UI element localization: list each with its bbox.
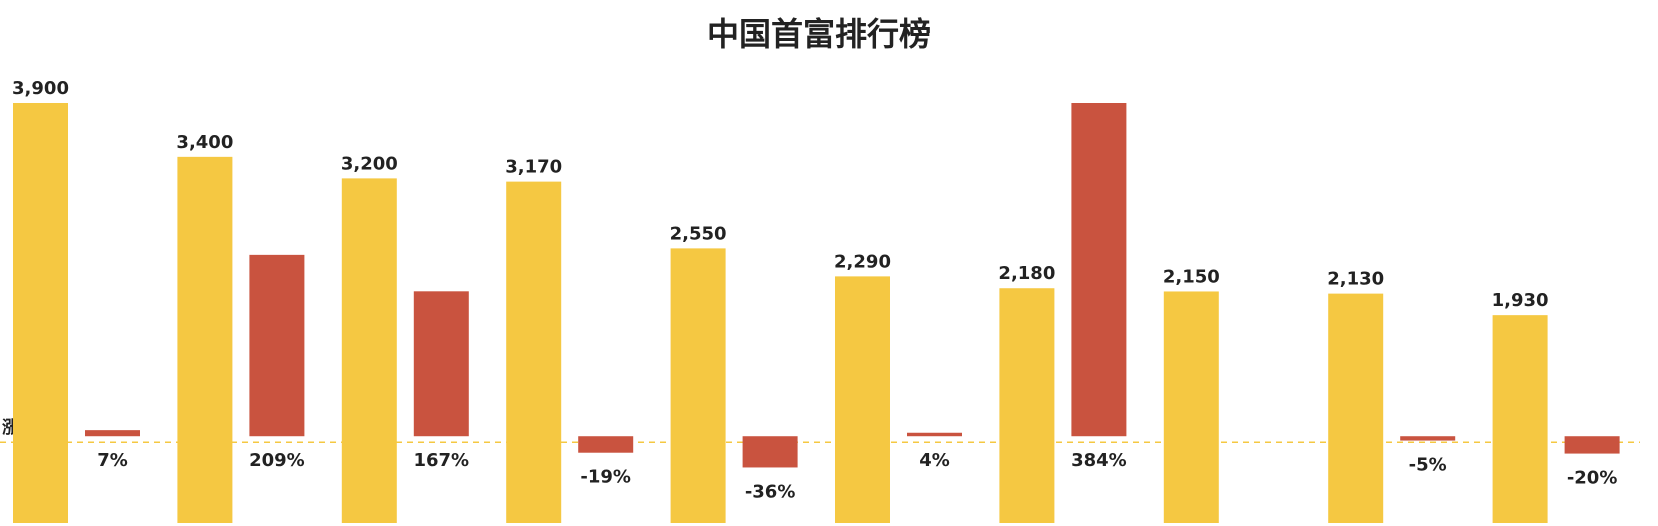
data-label: 1,930 bbox=[1492, 290, 1549, 311]
bar bbox=[578, 436, 634, 453]
data-label: -19% bbox=[580, 467, 631, 488]
bar bbox=[413, 291, 469, 437]
bar bbox=[670, 248, 726, 523]
data-label: -36% bbox=[745, 481, 796, 502]
bar bbox=[177, 156, 233, 523]
data-label: 2,130 bbox=[1327, 269, 1384, 290]
bar bbox=[835, 276, 890, 523]
data-label: 2,290 bbox=[834, 251, 891, 272]
data-label: 7% bbox=[97, 450, 128, 471]
data-label: 209% bbox=[249, 450, 305, 471]
data-label: -20% bbox=[1567, 468, 1618, 489]
bar bbox=[742, 436, 798, 468]
data-label: 2,150 bbox=[1163, 266, 1220, 287]
bar bbox=[13, 103, 68, 523]
data-label: 2,550 bbox=[670, 223, 727, 244]
bar bbox=[1328, 293, 1384, 523]
chart-title: 中国首富排行榜 bbox=[707, 15, 931, 53]
bar bbox=[1400, 436, 1456, 441]
bar bbox=[999, 288, 1055, 523]
bar bbox=[85, 430, 140, 437]
bar bbox=[249, 254, 305, 437]
bar bbox=[1564, 436, 1620, 454]
data-label: 3,200 bbox=[341, 153, 398, 174]
data-label: 3,400 bbox=[176, 132, 233, 153]
data-label: 4% bbox=[919, 450, 950, 471]
bar bbox=[907, 432, 962, 437]
bar bbox=[1163, 291, 1219, 523]
data-label: 3,170 bbox=[505, 157, 562, 178]
bar bbox=[506, 181, 562, 523]
bar bbox=[341, 178, 397, 523]
data-label: 384% bbox=[1071, 450, 1127, 471]
data-label: 167% bbox=[413, 450, 469, 471]
data-label: 3,900 bbox=[12, 78, 69, 99]
bar bbox=[1492, 315, 1548, 523]
data-label: 2,180 bbox=[998, 263, 1055, 284]
data-label: -5% bbox=[1409, 455, 1447, 476]
bar bbox=[1071, 103, 1127, 437]
